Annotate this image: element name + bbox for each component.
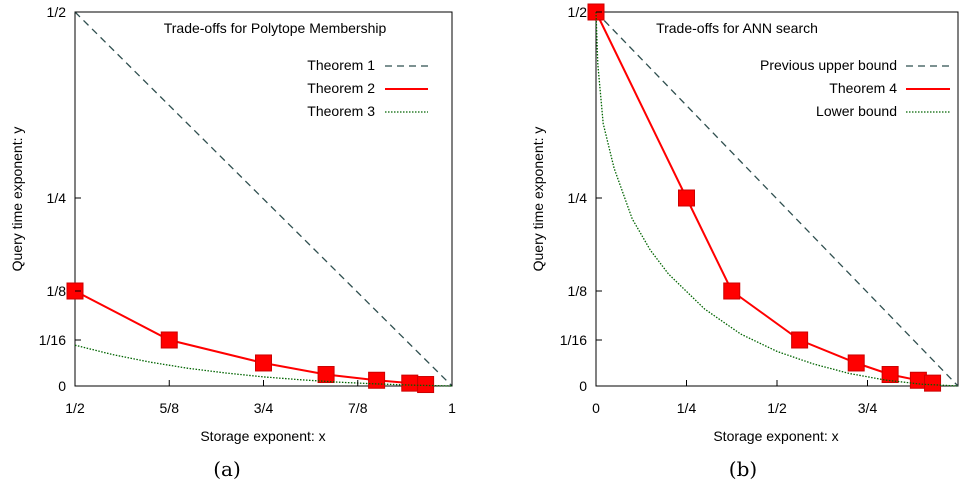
data-point-a-4 — [317, 366, 335, 384]
legend-label-b-3: Lower bound — [816, 103, 897, 119]
x-tick-label-a-1: 1/2 — [65, 400, 85, 416]
caption-b: (b) — [729, 457, 757, 481]
series-line-a-2 — [74, 290, 426, 386]
data-point-b-6 — [881, 366, 899, 384]
data-point-b-4 — [791, 331, 809, 349]
y-tick-label-b-5: 1/2 — [568, 4, 588, 20]
x-tick-label-a-3: 3/4 — [254, 400, 274, 416]
axis-ticks-a: 1/2 5/8 3/4 7/8 1 0 1/16 1/8 1/4 1/2 — [39, 4, 456, 416]
data-point-b-8 — [924, 374, 942, 392]
x-axis-label-a: Storage exponent: x — [200, 428, 325, 444]
y-axis-label-a: Query time exponent: y — [9, 127, 25, 272]
legend-label-b-2: Theorem 4 — [829, 80, 897, 96]
y-tick-label-b-1: 0 — [579, 378, 587, 394]
x-tick-label-a-5: 1 — [448, 400, 456, 416]
panel-b: 0 1/4 1/2 3/4 0 1/16 1/8 1/4 1/2 Trade-offs for … — [530, 3, 959, 481]
y-tick-label-a-2: 1/16 — [39, 332, 66, 348]
data-point-b-2 — [678, 189, 695, 207]
legend-label-b-1: Previous upper bound — [760, 57, 897, 73]
series-line-b-1 — [595, 11, 959, 387]
chart-title-b: Trade-offs for ANN search — [656, 20, 818, 36]
caption-a: (a) — [213, 457, 241, 481]
y-axis-label-b: Query time exponent: y — [530, 127, 546, 272]
x-axis-label-b: Storage exponent: x — [713, 428, 838, 444]
chart-title-a: Trade-offs for Polytope Membership — [164, 20, 387, 36]
plot-marks-b — [587, 3, 959, 392]
y-tick-label-a-1: 0 — [58, 378, 66, 394]
y-tick-label-b-4: 1/4 — [568, 190, 588, 206]
y-tick-label-b-2: 1/16 — [560, 332, 587, 348]
legend-a: Theorem 1 Theorem 2 Theorem 3 — [307, 57, 428, 119]
series-line-a-3 — [74, 344, 453, 387]
data-point-a-2 — [160, 331, 178, 349]
series-line-a-1 — [74, 11, 453, 387]
data-point-b-7 — [909, 371, 927, 389]
x-tick-label-a-2: 5/8 — [160, 400, 180, 416]
y-tick-label-b-3: 1/8 — [568, 283, 588, 299]
axis-ticks-b: 0 1/4 1/2 3/4 0 1/16 1/8 1/4 1/2 — [560, 4, 878, 416]
x-tick-label-b-4: 3/4 — [858, 400, 878, 416]
plot-marks-a — [66, 11, 453, 394]
y-tick-label-a-5: 1/2 — [47, 4, 67, 20]
panel-a: 1/2 5/8 3/4 7/8 1 0 1/16 1/8 1/4 1/2 Trade-offs f… — [9, 4, 456, 481]
y-tick-label-a-4: 1/4 — [47, 190, 67, 206]
x-tick-label-b-3: 1/2 — [767, 400, 787, 416]
data-point-b-5 — [847, 354, 865, 372]
data-point-a-6 — [401, 374, 419, 392]
data-point-b-3 — [723, 282, 741, 300]
x-tick-label-b-2: 1/4 — [677, 400, 697, 416]
x-tick-label-b-1: 0 — [592, 400, 600, 416]
series-line-b-3 — [595, 11, 959, 387]
legend-label-a-1: Theorem 1 — [307, 57, 375, 73]
data-point-a-7 — [417, 376, 435, 394]
data-point-a-5 — [368, 371, 386, 389]
data-point-a-3 — [255, 354, 272, 372]
legend-label-a-2: Theorem 2 — [307, 80, 375, 96]
x-tick-label-a-4: 7/8 — [348, 400, 368, 416]
legend-b: Previous upper bound Theorem 4 Lower bou… — [760, 57, 950, 119]
legend-label-a-3: Theorem 3 — [307, 103, 375, 119]
y-tick-label-a-3: 1/8 — [47, 283, 67, 299]
